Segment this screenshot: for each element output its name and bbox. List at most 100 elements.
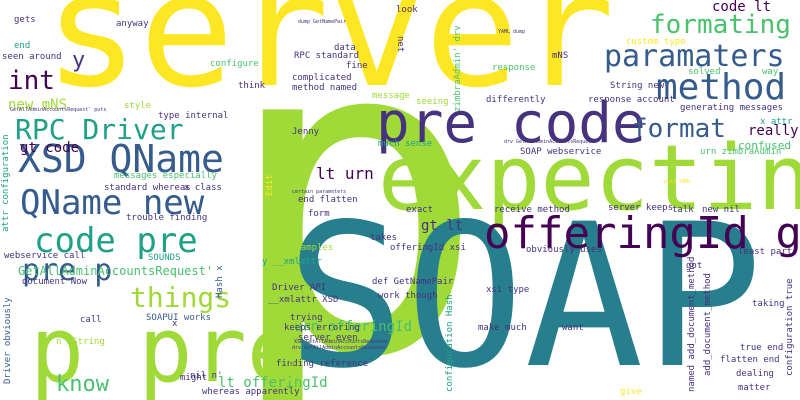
word-response-account: response account bbox=[588, 95, 675, 105]
word-x: x bbox=[172, 319, 178, 329]
word-document-now: document Now bbox=[22, 277, 88, 287]
word-data: data bbox=[334, 43, 356, 53]
word-lt-urn: lt urn bbox=[316, 164, 374, 183]
word-trouble-finding: trouble finding bbox=[126, 213, 208, 223]
word-least-part: least part bbox=[738, 247, 793, 257]
word-urn-zimbraadmin: urn zimbraAdmin' bbox=[700, 147, 787, 157]
word-add-document-method: add_document_method bbox=[703, 273, 713, 376]
word-type-internal: type internal bbox=[158, 111, 229, 121]
word-standard-whereas: standard whereas bbox=[104, 183, 191, 193]
word-obviously-uses: obviously uses bbox=[526, 245, 602, 255]
word-gets: gets bbox=[14, 15, 36, 25]
word-configuration-true: configuration true bbox=[785, 278, 795, 376]
word-attr-configuration: attr configuration bbox=[1, 134, 11, 232]
word-examples: examples bbox=[290, 243, 334, 253]
word-things: things bbox=[130, 281, 232, 314]
word-y: y bbox=[72, 48, 86, 73]
word-look: look bbox=[396, 5, 418, 15]
word-map: map bbox=[298, 155, 315, 165]
word-seeing: seeing bbox=[416, 97, 449, 107]
word-complicated: complicated bbox=[292, 73, 352, 83]
word-x-attr: x attr bbox=[760, 117, 793, 127]
word-exact: exact bbox=[406, 205, 434, 215]
word-xsd-getalladminaccountsresponse: XSD GetAllAdminAccountsResponse' bbox=[294, 339, 391, 345]
word-work-though: work though bbox=[378, 291, 438, 301]
word-soap: SOAP bbox=[286, 181, 763, 400]
word-messages-especially: messages especially bbox=[114, 171, 217, 181]
word-certain-parameters: certain parameters bbox=[292, 189, 347, 195]
word-expecting: expecting bbox=[378, 126, 800, 231]
word-jenny: Jenny bbox=[292, 127, 320, 137]
word-new-nil: new nil bbox=[702, 205, 740, 215]
word-takes: takes bbox=[370, 233, 398, 243]
word-zimbraadmin-drv: zimbraAdmin' drv bbox=[453, 25, 463, 112]
word-getalladminaccountsrequest-puts: GetAllAdminAccountsRequest' puts bbox=[10, 107, 107, 113]
word-server-even: server even bbox=[298, 333, 358, 343]
word-code-lt: code lt bbox=[712, 0, 772, 15]
word-xsi-type: xsi type bbox=[486, 285, 530, 295]
word-lt-offeringid: lt offeringId bbox=[218, 375, 328, 391]
word-rpc-standard: RPC standard bbox=[294, 51, 360, 61]
word-p-pre: p pre bbox=[30, 298, 301, 400]
word-method: method bbox=[656, 67, 787, 108]
word-much-sense: much sense bbox=[378, 139, 433, 149]
word-y-xmlattr: y __xmlattr bbox=[262, 257, 322, 267]
word-sounds: SOUNDS bbox=[148, 253, 181, 263]
word-hash-x: Hash x bbox=[215, 265, 225, 298]
word-xmlattr-xsd: __xmlattr XSD bbox=[268, 295, 339, 305]
word-configuration-hash: configuration Hash bbox=[445, 294, 455, 392]
word-qname-new: QName new bbox=[20, 183, 205, 223]
word-might: might bbox=[180, 373, 208, 383]
word-anyway: anyway bbox=[116, 19, 149, 29]
word-end: end bbox=[14, 41, 31, 51]
word-def-getnamepair: def GetNamePair bbox=[372, 277, 454, 287]
word-p: p bbox=[222, 0, 487, 400]
word-talk: talk bbox=[672, 205, 694, 215]
word-way: way bbox=[762, 67, 779, 77]
word-drv-getalladminaccountsresponse: drv GetAllAdminAccountsResponse' bbox=[292, 345, 389, 351]
word-taking: taking bbox=[752, 299, 785, 309]
word-gt-lt: gt lt bbox=[421, 218, 464, 234]
word-nil-n: nil n' bbox=[190, 371, 223, 381]
word-offeringid-gt: offeringId gt bbox=[484, 208, 800, 259]
word-think: think bbox=[238, 81, 266, 91]
word-keeps-erroring: keeps erroring bbox=[284, 323, 360, 333]
word-new-mns: new mNS bbox=[8, 97, 68, 113]
word-custom-type: custom type bbox=[626, 37, 686, 47]
word-want: want bbox=[562, 323, 584, 333]
word-gt-code: gt code bbox=[20, 140, 80, 156]
word-soap-webservice: SOAP webservice bbox=[520, 147, 602, 157]
word-soapui-works: SOAPUI works bbox=[146, 313, 212, 323]
word-string-new: String new bbox=[610, 81, 665, 91]
word-form: form bbox=[308, 209, 330, 219]
word-driver-obviously: Driver obviously bbox=[3, 297, 13, 384]
word-webservice-call: webservice call bbox=[4, 251, 86, 261]
word-net: net bbox=[395, 36, 405, 53]
word-n-string: n' String bbox=[56, 337, 105, 347]
word-mns: mNS bbox=[552, 51, 569, 61]
word-formating: formating bbox=[650, 10, 791, 40]
word-rpc-driver: RPC Driver bbox=[15, 113, 184, 146]
word-make-much: make much bbox=[478, 323, 527, 333]
word-matter: matter bbox=[738, 383, 771, 393]
word-yaml-dump: YAML dump bbox=[498, 29, 526, 35]
word-call: call bbox=[80, 315, 102, 325]
word-generating-messages: generating messages bbox=[680, 103, 783, 113]
word-really: really bbox=[748, 123, 799, 139]
word-server-keeps: server keeps bbox=[608, 203, 674, 213]
word-int: int bbox=[8, 66, 55, 96]
word-seen-around: seen around bbox=[2, 52, 62, 62]
word-xsd-qname: XSD QName bbox=[18, 137, 224, 181]
word-code-pre: code pre bbox=[34, 221, 198, 261]
word-style: style bbox=[124, 101, 152, 111]
word-driver-api: Driver API bbox=[272, 283, 327, 293]
word-flatten-end: flatten end bbox=[720, 355, 780, 365]
word-paramaters: paramaters bbox=[604, 39, 785, 74]
word-know: know bbox=[56, 372, 109, 397]
word-edit: Edit bbox=[265, 174, 275, 196]
word-dump-getnamepair: dump GetNamePair bbox=[298, 19, 347, 25]
word-finding-reference: finding reference bbox=[276, 359, 369, 369]
word-confused: confused bbox=[738, 139, 791, 152]
word-offeringid-xsi: offeringId xsi bbox=[390, 243, 466, 253]
